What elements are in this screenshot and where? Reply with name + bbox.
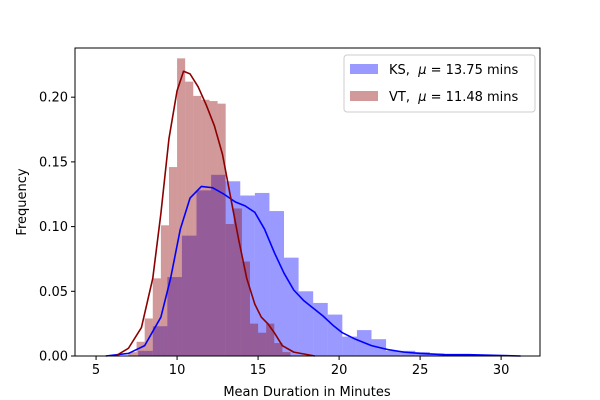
kde-line-vt (115, 70, 315, 357)
histogram-bar-vt-1 (136, 341, 145, 356)
histogram-bar-ks-9 (269, 211, 285, 356)
histogram-bar-ks-14 (342, 336, 357, 356)
histogram-bar-vt-12 (225, 224, 234, 356)
y-tick-label: 0.20 (39, 91, 68, 106)
histogram-bar-ks-7 (240, 195, 255, 356)
histogram-bar-vt-7 (185, 81, 194, 356)
legend-swatch-vt (350, 91, 378, 101)
x-tick-label: 5 (92, 363, 100, 378)
histogram-bar-vt-17 (266, 323, 275, 356)
histogram-bar-ks-18 (400, 350, 416, 356)
plot-frame (74, 47, 541, 357)
x-tick-label: 30 (493, 363, 510, 378)
histogram-bar-vt-13 (233, 208, 242, 356)
histogram-bar-vt-6 (177, 58, 186, 357)
histogram-bar-ks-10 (284, 257, 299, 356)
histogram-bar-ks-0 (138, 350, 153, 356)
histogram-bar-ks-4 (196, 190, 212, 356)
histogram-bar-vt-16 (258, 332, 267, 356)
histogram-bar-ks-5 (211, 174, 226, 356)
x-tick-label: 25 (412, 363, 429, 378)
y-tick-label: 0.10 (39, 220, 68, 235)
histogram-bar-vt-14 (241, 261, 250, 356)
x-tick-label: 10 (169, 363, 186, 378)
histogram-bar-vt-18 (274, 343, 283, 356)
histogram-bar-ks-12 (313, 302, 328, 356)
legend: KS, μ = 13.75 mins VT, μ = 11.48 mins (343, 54, 536, 113)
histogram-bar-ks-11 (298, 291, 314, 356)
y-tick-label: 0.15 (39, 155, 68, 170)
x-tick-label: 20 (331, 363, 348, 378)
histogram-bar-vt-5 (168, 167, 178, 356)
histogram-bar-vt-19 (282, 352, 291, 356)
y-tick-label: 0.00 (39, 350, 68, 365)
legend-swatch-ks (350, 64, 378, 74)
y-tick-label: 0.05 (39, 285, 68, 300)
histogram-bar-vt-0 (128, 352, 137, 356)
legend-box (343, 54, 536, 113)
kde-line-ks (105, 185, 521, 357)
histogram-bar-vt-15 (249, 323, 259, 356)
histogram-bar-vt-10 (209, 101, 218, 356)
histogram-bar-ks-2 (167, 277, 182, 356)
histogram-bar-vt-9 (201, 99, 210, 356)
histogram-bar-ks-13 (327, 314, 343, 356)
y-axis-label: Frequency (15, 168, 30, 235)
legend-label-ks: KS, μ = 13.75 mins (389, 63, 518, 78)
kde-curves (105, 70, 521, 357)
histogram-bar-vt-3 (152, 278, 161, 356)
histogram-bar-ks-17 (386, 350, 401, 356)
x-tick-label: 15 (250, 363, 267, 378)
histogram-bar-ks-1 (152, 326, 168, 356)
legend-label-vt: VT, μ = 11.48 mins (389, 90, 519, 105)
histogram-bar-vt-11 (217, 103, 226, 356)
y-axis: 0.00 0.05 0.10 0.15 0.20 (39, 91, 75, 365)
histogram-bar-vt-8 (193, 95, 202, 356)
histogram-bar-ks-3 (181, 235, 197, 356)
x-axis: 5 10 15 20 25 30 (92, 356, 509, 378)
x-axis-label: Mean Duration in Minutes (223, 385, 391, 400)
histogram-bar-vt-4 (160, 225, 169, 356)
